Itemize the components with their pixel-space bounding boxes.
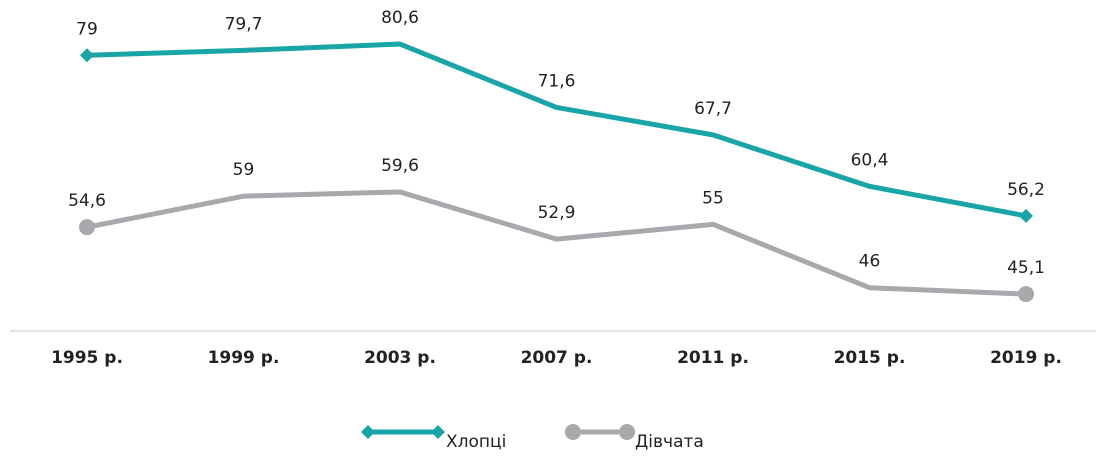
x-tick-label: 2007 р.: [521, 348, 593, 368]
data-label: 56,2: [1007, 180, 1045, 200]
data-label: 71,6: [538, 71, 576, 91]
legend-marker: [361, 425, 375, 439]
data-label: 59,6: [381, 156, 419, 176]
data-label: 54,6: [68, 191, 106, 211]
data-label: 46: [859, 252, 881, 272]
x-tick-label: 1999 р.: [208, 348, 280, 368]
point-marker: [80, 48, 94, 63]
x-tick-label: 2011 р.: [677, 348, 749, 368]
x-tick-label: 2019 р.: [990, 348, 1062, 368]
series-line: [86, 41, 1027, 219]
point-marker: [1019, 208, 1033, 223]
data-label: 80,6: [381, 8, 419, 28]
legend-label: Дівчата: [635, 432, 704, 452]
x-tick-label: 1995 р.: [51, 348, 123, 368]
legend-marker: [619, 424, 635, 440]
data-label: 60,4: [851, 150, 889, 170]
data-label: 52,9: [538, 203, 576, 223]
data-label: 67,7: [694, 99, 732, 119]
legend-marker: [431, 425, 445, 439]
legend-marker: [565, 424, 581, 440]
x-tick-label: 2003 р.: [364, 348, 436, 368]
data-label: 59: [233, 160, 255, 180]
series-line: [86, 189, 1027, 297]
data-label: 45,1: [1007, 258, 1045, 278]
x-tick-label: 2015 р.: [834, 348, 906, 368]
point-marker: [1018, 286, 1034, 303]
point-marker: [79, 219, 95, 236]
data-label: 55: [702, 188, 724, 208]
data-label: 79: [76, 19, 98, 39]
data-label: 79,7: [225, 14, 263, 34]
legend-label: Хлопці: [446, 432, 506, 452]
